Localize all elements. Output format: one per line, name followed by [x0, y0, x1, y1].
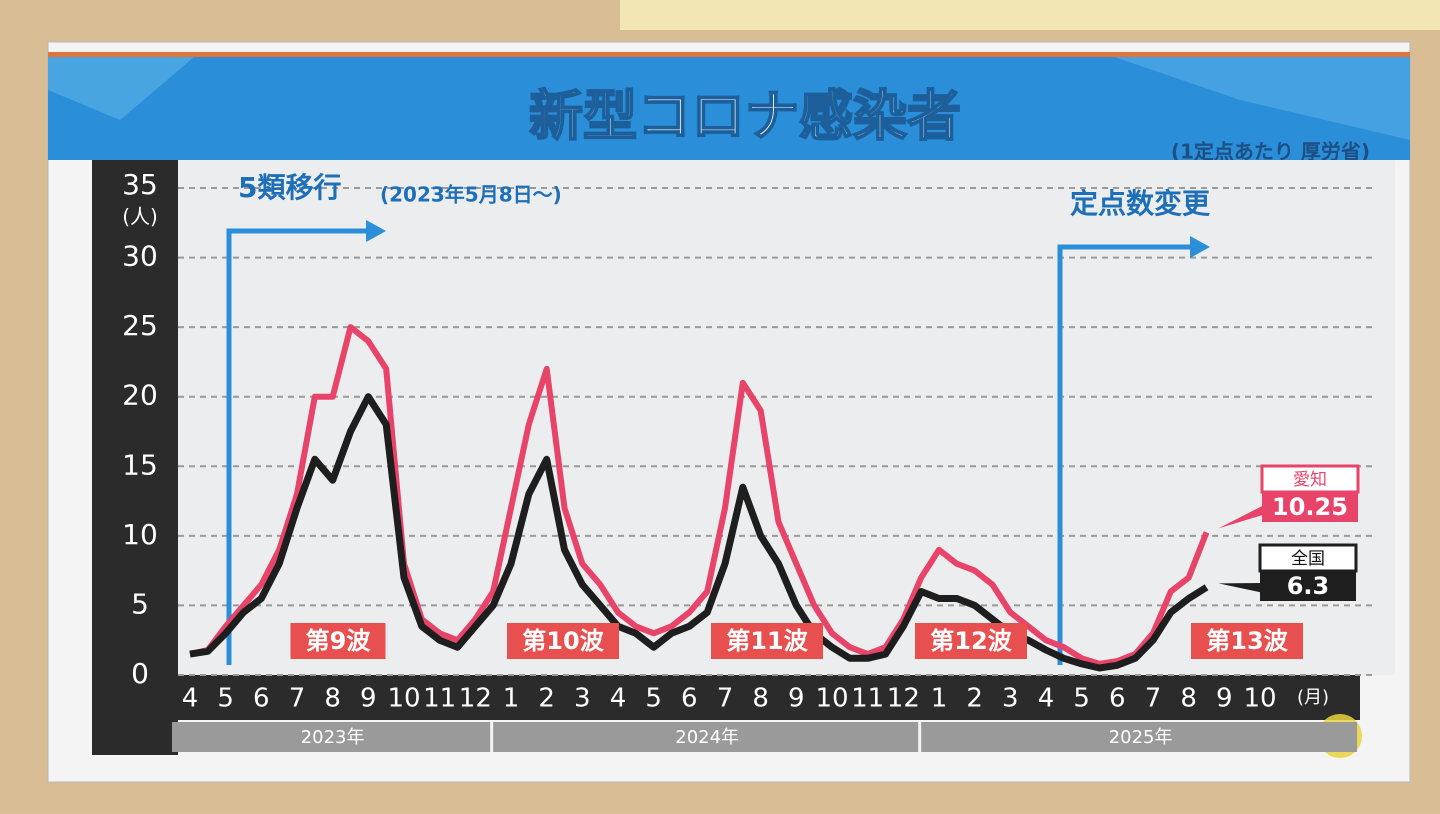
- legend-label: 全国: [1291, 549, 1325, 569]
- x-tick-label: 4: [1038, 684, 1055, 714]
- x-tick-label: 12: [459, 684, 492, 714]
- x-tick-label: 2: [966, 684, 983, 714]
- year-band: [493, 722, 919, 752]
- x-tick-label: 1: [931, 684, 948, 714]
- x-tick-label: 9: [1216, 684, 1233, 714]
- value-box: [1262, 492, 1358, 522]
- x-tick-label: 8: [324, 684, 341, 714]
- x-tick-label: 10: [387, 684, 420, 714]
- y-tick-label: 30: [122, 240, 158, 273]
- x-tick-label: 10: [1243, 684, 1276, 714]
- x-tick-label: 8: [1180, 684, 1197, 714]
- x-unit: (月): [1297, 687, 1329, 708]
- y-tick-label: 25: [122, 309, 158, 342]
- change-label: 定点数変更: [1070, 187, 1211, 220]
- y-tick-label: 0: [131, 657, 149, 690]
- marks: [189, 324, 1266, 672]
- x-tick-label: 6: [1109, 684, 1126, 714]
- x-tick-label: 9: [360, 684, 377, 714]
- legend-label: 愛知: [1293, 470, 1327, 490]
- series-line: [189, 393, 1209, 672]
- year-label: 2024年: [675, 727, 739, 748]
- arrow-head: [1190, 236, 1210, 258]
- x-tick-label: 11: [423, 684, 456, 714]
- arrow-head: [366, 220, 386, 242]
- value-box: [1260, 571, 1356, 601]
- wave-box: [1191, 623, 1303, 659]
- transition-date: (2023年5月8日～): [380, 183, 562, 207]
- x-tick-label: 12: [887, 684, 920, 714]
- wave-label: 第12波: [930, 627, 1012, 655]
- header-pattern: [48, 52, 200, 120]
- wave-label: 第9波: [306, 627, 372, 655]
- wave-label: 第10波: [522, 627, 604, 655]
- y-axis-strip: [92, 160, 178, 755]
- arrow-line: [226, 228, 368, 665]
- value-label: 10.25: [1272, 493, 1348, 521]
- x-tick-label: 5: [645, 684, 662, 714]
- y-tick-label: 15: [122, 448, 158, 481]
- legend-box: [1260, 464, 1360, 494]
- x-tick-label: 4: [182, 684, 199, 714]
- value-label: 6.3: [1287, 572, 1330, 600]
- x-tick-label: 5: [1073, 684, 1090, 714]
- x-axis-strip: [172, 675, 1360, 720]
- y-tick-label: 10: [122, 518, 158, 551]
- x-tick-label: 5: [217, 684, 234, 714]
- year-label: 2023年: [301, 727, 365, 748]
- x-tick-label: 6: [253, 684, 270, 714]
- wave-label: 第11波: [726, 627, 808, 655]
- x-tick-label: 3: [1002, 684, 1019, 714]
- transition-arrow: [226, 220, 1210, 665]
- title: 新型コロナ感染者: [529, 85, 961, 148]
- y-tick-label: 5: [131, 587, 149, 620]
- x-tick-label: 7: [717, 684, 734, 714]
- year-label: 2025年: [1109, 727, 1173, 748]
- backdrop-strip: [620, 0, 1440, 30]
- series-line: [189, 324, 1210, 667]
- x-tick-label: 2: [538, 684, 555, 714]
- y-unit: (人): [122, 205, 158, 229]
- header-pattern: [1100, 52, 1410, 140]
- wave-box: [711, 623, 823, 659]
- wave-box: [290, 623, 386, 659]
- callout-pointer: [1218, 583, 1264, 593]
- grid: [178, 187, 1375, 676]
- x-tick-label: 6: [681, 684, 698, 714]
- subtitle: (1定点あたり 厚労省): [1171, 140, 1370, 164]
- x-tick-label: 4: [610, 684, 627, 714]
- wave-box: [915, 623, 1027, 659]
- x-tick-label: 7: [1145, 684, 1162, 714]
- x-tick-label: 3: [574, 684, 591, 714]
- x-tick-label: 1: [503, 684, 520, 714]
- year-band: [921, 722, 1357, 752]
- x-tick-label: 8: [752, 684, 769, 714]
- y-tick-label: 35: [122, 168, 158, 201]
- wave-label: 第13波: [1206, 627, 1288, 655]
- x-tick-label: 11: [851, 684, 884, 714]
- header-line: [48, 52, 1410, 57]
- callout-pointer: [1218, 504, 1266, 529]
- transition-label: 5類移行: [238, 171, 341, 204]
- arrow-line: [1057, 244, 1192, 665]
- x-tick-label: 10: [815, 684, 848, 714]
- wave-box: [507, 623, 619, 659]
- y-tick-label: 20: [122, 379, 158, 412]
- x-tick-label: 9: [788, 684, 805, 714]
- year-band: [172, 722, 491, 752]
- x-tick-label: 7: [289, 684, 306, 714]
